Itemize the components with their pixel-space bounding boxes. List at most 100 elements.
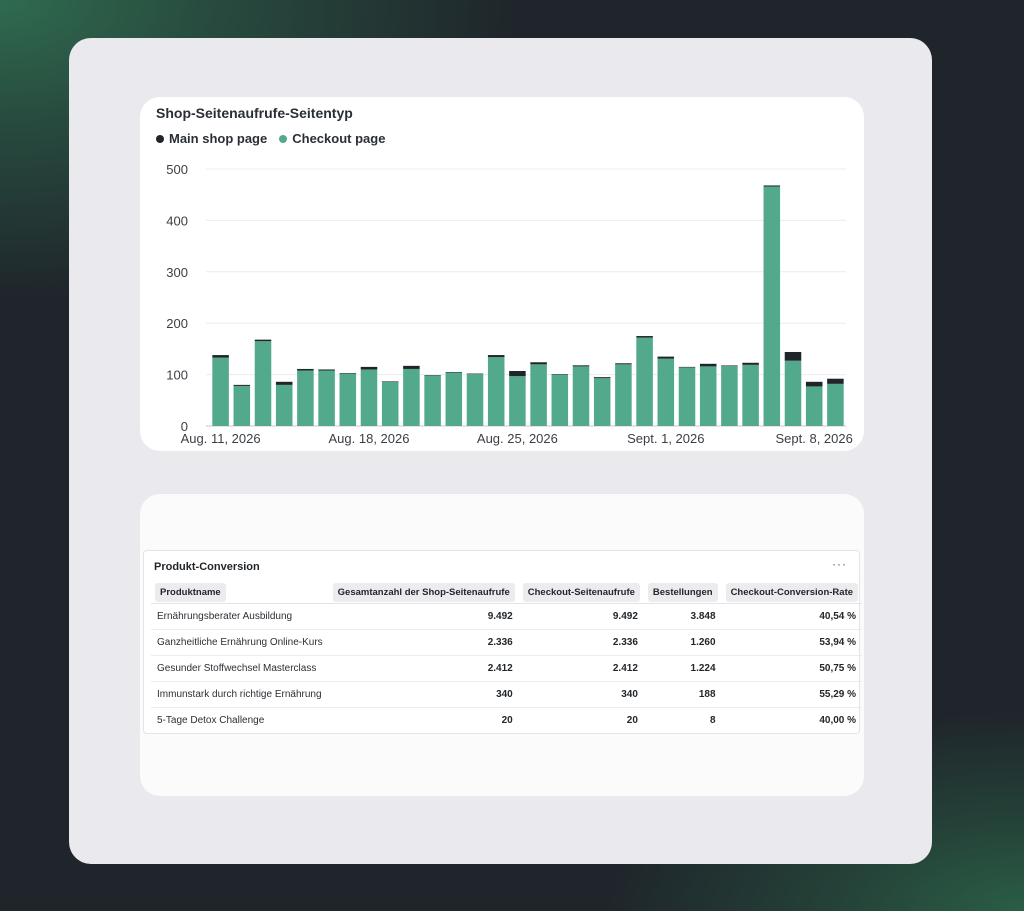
bar-main-shop-page: [254, 339, 272, 342]
table-cell-product-name: Gesunder Stoffwechsel Masterclass: [151, 655, 329, 681]
bar-checkout-page: [275, 384, 293, 426]
table-cell-value: 3.848: [643, 603, 722, 629]
table-card: Produkt-Conversion ··· Produktname Gesam…: [140, 494, 864, 796]
table-cell-value: 20: [518, 707, 644, 733]
table-header-row: Produktname Gesamtanzahl der Shop-Seiten…: [151, 582, 862, 603]
column-header-produktname[interactable]: Produktname: [151, 582, 329, 603]
x-tick-label: Aug. 11, 2026: [181, 431, 261, 446]
table-cell-value: 50,75 %: [721, 655, 863, 681]
table-cell-value: 188: [643, 681, 722, 707]
legend-dot-checkout-page: [279, 134, 288, 143]
table-cell-value: 1.224: [643, 655, 722, 681]
column-header-checkout-seitenaufrufe[interactable]: Checkout-Seitenaufrufe: [519, 582, 644, 603]
table-cell-value: 55,29 %: [721, 681, 863, 707]
bar-checkout-page: [572, 366, 590, 426]
bar-checkout-page: [742, 364, 759, 426]
y-tick-label: 100: [166, 368, 188, 383]
bar-main-shop-page: [466, 373, 484, 375]
bar-main-shop-page: [678, 366, 696, 368]
x-tick-label: Aug. 18, 2026: [329, 431, 410, 446]
bar-main-shop-page: [827, 378, 844, 384]
legend-dot-main-shop-page: [156, 134, 164, 143]
chart-title: Shop-Seitenaufrufe-Seitentyp: [156, 105, 353, 121]
more-options-icon[interactable]: ···: [832, 557, 847, 571]
bar-checkout-page: [509, 376, 526, 426]
y-tick-label: 300: [166, 265, 188, 280]
table-cell-value: 9.492: [328, 603, 519, 629]
bar-main-shop-page: [657, 356, 675, 359]
bar-main-shop-page: [593, 377, 611, 379]
bar-checkout-page: [678, 367, 696, 426]
chart-card: Shop-Seitenaufrufe-Seitentyp Main shop p…: [140, 97, 864, 451]
column-header-bestellungen[interactable]: Bestellungen: [644, 582, 722, 603]
table-cell-value: 2.412: [518, 655, 644, 681]
bar-main-shop-page: [318, 369, 335, 371]
bar-main-shop-page: [805, 381, 823, 387]
table-row[interactable]: Ernährungsberater Ausbildung 9.492 9.492 3.…: [151, 603, 863, 629]
x-tick-label: Aug. 25, 2026: [477, 431, 558, 446]
table-cell-value: 1.260: [643, 629, 722, 655]
bar-main-shop-page: [763, 185, 781, 187]
bar-checkout-page: [487, 357, 505, 426]
bar-main-shop-page: [424, 375, 441, 376]
bar-checkout-page: [805, 386, 823, 426]
bar-main-shop-page: [699, 363, 717, 367]
bar-main-shop-page: [509, 371, 526, 377]
y-tick-label: 500: [166, 162, 188, 177]
bar-checkout-page: [721, 365, 738, 426]
table-row[interactable]: 5-Tage Detox Challenge 20 20 8 40,00 %: [151, 707, 863, 733]
bar-chart: 0 100 200 300 400 500 Aug. 11, 2026 Aug. 18, 20…: [166, 162, 853, 446]
bar-main-shop-page: [615, 363, 632, 365]
bar-checkout-page: [593, 378, 611, 426]
bar-main-shop-page: [784, 351, 802, 361]
bar-main-shop-page: [297, 368, 314, 371]
table-title: Produkt-Conversion: [154, 561, 260, 573]
bar-checkout-page: [530, 364, 547, 426]
product-conversion-table: Produktname Gesamtanzahl der Shop-Seiten…: [151, 582, 863, 733]
bar-main-shop-page: [530, 362, 547, 365]
y-tick-label: 200: [166, 316, 188, 331]
table-cell-value: 340: [518, 681, 644, 707]
legend-item-checkout-page[interactable]: Checkout page: [279, 131, 385, 146]
bar-main-shop-page: [572, 365, 590, 367]
legend-item-main-shop-page[interactable]: Main shop page: [156, 131, 267, 146]
bar-main-shop-page: [551, 374, 569, 375]
bar-checkout-page: [403, 368, 420, 426]
bar-main-shop-page: [721, 365, 738, 366]
table-cell-product-name: Immunstark durch richtige Ernährung: [151, 681, 329, 707]
bar-checkout-page: [445, 372, 463, 426]
bar-checkout-page: [318, 370, 335, 426]
table-cell-value: 40,54 %: [721, 603, 863, 629]
bar-main-shop-page: [381, 381, 399, 382]
bar-main-shop-page: [487, 355, 505, 358]
product-conversion-panel: Produkt-Conversion ··· Produktname Gesam…: [143, 550, 863, 734]
table-row[interactable]: Immunstark durch richtige Ernährung 340 34…: [151, 681, 863, 707]
table-row[interactable]: Ganzheitliche Ernährung Online-Kurs 2.336…: [151, 629, 863, 655]
y-tick-label: 0: [181, 419, 188, 434]
table-cell-product-name: 5-Tage Detox Challenge: [151, 707, 329, 733]
table-row[interactable]: Gesunder Stoffwechsel Masterclass 2.412 2.…: [151, 655, 863, 681]
bar-checkout-page: [615, 364, 632, 426]
bar-checkout-page: [233, 385, 251, 426]
bar-checkout-page: [657, 358, 675, 426]
bar-checkout-page: [827, 383, 844, 426]
table-cell-value: 9.492: [518, 603, 644, 629]
column-header-conversion-rate[interactable]: Checkout-Conversion-Rate: [722, 582, 862, 603]
table-cell-value: 2.336: [518, 629, 644, 655]
bar-main-shop-page: [275, 381, 293, 385]
bar-checkout-page: [784, 360, 802, 426]
y-tick-label: 400: [166, 213, 188, 228]
x-tick-label: Sept. 1, 2026: [627, 431, 704, 446]
bar-main-shop-page: [339, 373, 357, 374]
bar-checkout-page: [254, 341, 272, 426]
bar-checkout-page: [339, 373, 357, 426]
table-cell-value: 340: [328, 681, 519, 707]
bar-checkout-page: [424, 375, 441, 426]
column-header-gesamtanzahl[interactable]: Gesamtanzahl der Shop-Seitenaufrufe: [329, 582, 519, 603]
bar-main-shop-page: [212, 355, 229, 358]
table-cell-product-name: Ernährungsberater Ausbildung: [151, 603, 329, 629]
x-tick-label: Sept. 8, 2026: [776, 431, 853, 446]
bar-checkout-page: [360, 369, 378, 426]
table-cell-value: 8: [643, 707, 722, 733]
bar-checkout-page: [212, 357, 229, 426]
